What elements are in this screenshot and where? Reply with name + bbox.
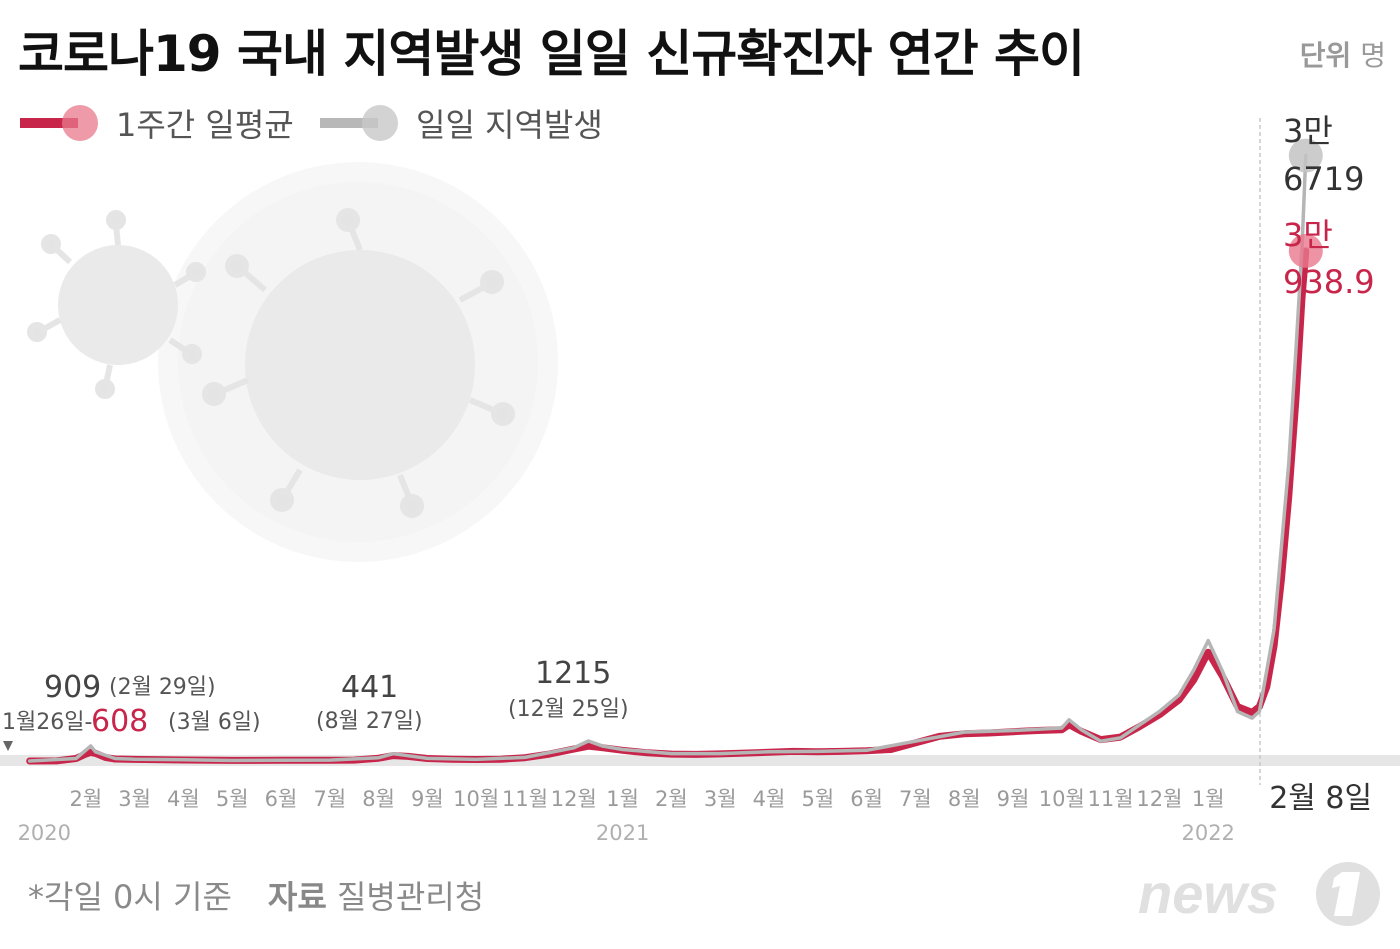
x-tick-label-18: 8월 xyxy=(948,787,981,811)
legend-line-avg xyxy=(20,118,78,128)
x-tick-label-22: 12월 xyxy=(1136,787,1182,811)
avg-last-value-line1: 3만 xyxy=(1283,216,1333,254)
x-tick-label-23: 1월 xyxy=(1192,787,1225,811)
virus-illustration xyxy=(27,162,558,562)
x-tick-label-20: 10월 xyxy=(1039,787,1085,811)
peak-608-value: 608 xyxy=(91,704,148,739)
peak-441-value: 441 xyxy=(341,670,398,705)
legend-label-daily: 일일 지역발생 xyxy=(416,106,603,144)
daily-last-point xyxy=(1288,138,1323,173)
start-marker xyxy=(3,741,13,751)
peak-608-date: (3월 6일) xyxy=(168,710,261,735)
peak-909-date: (2월 29일) xyxy=(109,675,216,700)
legend-swatch-daily xyxy=(320,101,398,145)
x-tick-label-14: 4월 xyxy=(753,787,786,811)
x-tick-label-6: 8월 xyxy=(362,787,395,811)
series-line-daily xyxy=(27,153,1308,763)
x-tick-label-13: 3월 xyxy=(704,787,737,811)
daily-last-value-line2: 6719 xyxy=(1283,160,1364,198)
logo-text: news xyxy=(1138,862,1278,925)
unit-label: 단위 명 xyxy=(1300,34,1386,74)
x-tick-label-21: 11월 xyxy=(1088,787,1134,811)
x-tick-label-11: 1월 xyxy=(606,787,639,811)
unit-label-key: 단위 xyxy=(1299,39,1352,72)
avg-last-point xyxy=(1288,233,1323,268)
x-axis: 2월 3월 4월 5월 6월 7월 8월 9월 10월 11월 12월 1월 2월 3월 4월 5월 6월 7월 8… xyxy=(18,781,1373,845)
unit-label-value: 명 xyxy=(1360,39,1386,72)
end-date-label: 2월 8일 xyxy=(1269,781,1372,816)
x-tick-label-17: 7월 xyxy=(899,787,932,811)
last-value-labels: 3만 6719 3만 938.9 xyxy=(1283,112,1375,301)
start-date-label: 1월26일- xyxy=(2,710,92,735)
legend-dot-avg xyxy=(62,105,98,141)
chart-title: 코로나19 국내 지역발생 일일 신규확진자 연간 추이 xyxy=(18,25,1085,83)
avg-last-value-line2: 938.9 xyxy=(1283,263,1375,301)
x-tick-label-8: 10월 xyxy=(453,787,499,811)
baseline-band xyxy=(0,755,1400,766)
legend-label-avg: 1주간 일평균 xyxy=(116,106,294,144)
x-tick-label-16: 6월 xyxy=(850,787,883,811)
year-label-2020: 2020 xyxy=(18,821,71,845)
daily-last-value-line1: 3만 xyxy=(1283,112,1333,150)
legend-item-daily: 일일 지역발생 xyxy=(320,100,603,146)
series-layer xyxy=(26,153,1310,765)
markers-layer xyxy=(1288,138,1323,268)
x-tick-label-9: 11월 xyxy=(502,787,548,811)
x-tick-label-15: 5월 xyxy=(801,787,834,811)
legend-dot-daily xyxy=(362,105,398,141)
logo-badge-glyph xyxy=(1332,872,1360,916)
x-tick-label-12: 2월 xyxy=(655,787,688,811)
legend-swatch-avg xyxy=(20,101,98,145)
peak-1215-date: (12월 25일) xyxy=(508,697,629,722)
x-tick-label-2: 4월 xyxy=(167,787,200,811)
x-tick-label-4: 6월 xyxy=(265,787,298,811)
peak-441-date: (8월 27일) xyxy=(316,709,423,734)
x-tick-label-10: 12월 xyxy=(551,787,597,811)
x-tick-label-5: 7월 xyxy=(313,787,346,811)
x-tick-label-1: 3월 xyxy=(118,787,151,811)
year-label-2022: 2022 xyxy=(1181,821,1234,845)
peak-909-value: 909 xyxy=(44,670,101,705)
peak-annotations: 909 (2월 29일) 1월26일- 608 (3월 6일) 441 (8월 … xyxy=(2,656,629,739)
peak-1215-value: 1215 xyxy=(535,656,611,691)
x-tick-label-19: 9월 xyxy=(997,787,1030,811)
x-tick-label-0: 2월 xyxy=(69,787,102,811)
legend-line-daily xyxy=(320,118,378,128)
footer-source-label: 자료 xyxy=(267,878,327,916)
footer-source: 질병관리청 xyxy=(336,878,485,916)
news1-logo: news xyxy=(1138,862,1380,926)
footer-basis: *각일 0시 기준 xyxy=(28,878,232,916)
x-tick-label-3: 5월 xyxy=(216,787,249,811)
legend-item-avg: 1주간 일평균 xyxy=(20,100,294,146)
footer-note: *각일 0시 기준 자료 질병관리청 xyxy=(28,872,484,918)
year-label-2021: 2021 xyxy=(596,821,649,845)
x-tick-label-7: 9월 xyxy=(411,787,444,811)
